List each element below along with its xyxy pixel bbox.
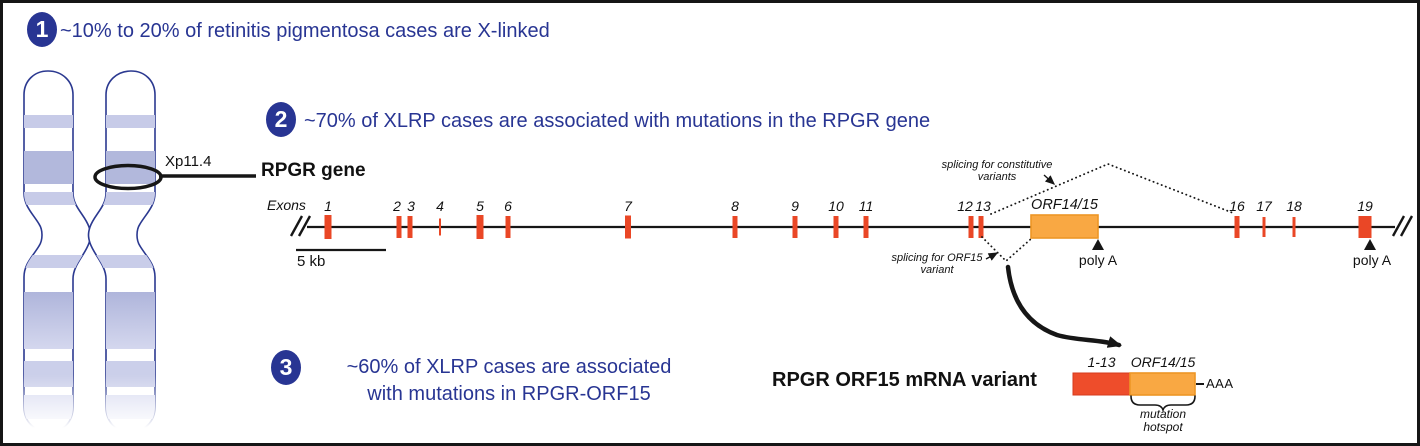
- gene-axis: 1 2 3 4 5 6 7 8 9 10 11 12 13 16 17 18 19: [289, 163, 1414, 348]
- x-chromosome-graphic: [15, 70, 256, 437]
- step-2-badge: 2: [266, 102, 296, 137]
- step-1-number: 1: [35, 16, 49, 42]
- step-2-text: ~70% of XLRP cases are associated with m…: [304, 110, 931, 132]
- exon-mark-18: [1292, 217, 1296, 237]
- exon-number-18: 18: [1286, 198, 1302, 214]
- exon-number-4: 4: [436, 198, 444, 214]
- exon-number-9: 9: [791, 198, 799, 214]
- exon-mark-5: [476, 215, 484, 239]
- exon-mark-17: [1262, 217, 1266, 237]
- exon-mark-16: [1234, 216, 1240, 238]
- exon-number-12: 12: [957, 198, 973, 214]
- mutation-hotspot-label: mutation hotspot: [1127, 408, 1199, 434]
- exon-mark-12: [968, 216, 974, 238]
- poly-a-tail-label: AAA: [1206, 376, 1234, 391]
- exon-mark-1: [324, 215, 332, 239]
- splice-constitutive-line1: splicing for constitutive: [941, 159, 1053, 171]
- exon-number-19: 19: [1357, 198, 1373, 214]
- step-3-text-line2: with mutations in RPGR-ORF15: [367, 383, 651, 405]
- orf15-variant-arrow: [1005, 264, 1122, 348]
- exon-number-6: 6: [504, 198, 512, 214]
- step-3-number: 3: [279, 354, 293, 380]
- exon-number-13: 13: [975, 198, 991, 214]
- scale-bar-label: 5 kb: [297, 253, 326, 270]
- poly-a-label-left: poly A: [1078, 252, 1118, 268]
- diagram-graphics: 1 2 3 4 5 6 7 8 9 10 11 12 13 16 17 18 19: [15, 70, 1414, 437]
- exon-number-8: 8: [731, 198, 739, 214]
- mrna-variant-graphic: [1072, 372, 1204, 413]
- exon-mark-13: [978, 216, 984, 238]
- rpgr-gene-title: RPGR gene: [261, 160, 366, 181]
- splice-constitutive-line: [990, 163, 1234, 215]
- splice-orf15-line: [981, 236, 1033, 263]
- splice-constitutive-label: splicing for constitutive variants: [933, 159, 1061, 183]
- step-3-badge: 3: [271, 350, 301, 385]
- exon-mark-2: [396, 216, 402, 238]
- exon-number-17: 17: [1256, 198, 1273, 214]
- splice-constitutive-pointer: [1043, 174, 1056, 185]
- poly-a-marker-right: [1364, 239, 1376, 250]
- chromosome-bands: [24, 115, 155, 419]
- exon-mark-6: [505, 216, 511, 238]
- step-2-number: 2: [274, 106, 288, 132]
- exon-number-3: 3: [407, 198, 415, 214]
- splice-orf15-line2: variant: [920, 264, 954, 276]
- exon-mark-9: [792, 216, 798, 238]
- chromosome-bottom-fade: [15, 375, 165, 437]
- step-1-badge: 1: [27, 12, 57, 47]
- exon-number-11: 11: [859, 198, 874, 214]
- axis-break-right: [1391, 215, 1414, 237]
- mrna-variant-title: RPGR ORF15 mRNA variant: [772, 369, 1037, 391]
- exon-number-2: 2: [392, 198, 401, 214]
- mrna-exons-label: 1-13: [1087, 354, 1116, 370]
- mrna-orf-label: ORF14/15: [1130, 354, 1196, 370]
- exon-mark-10: [833, 216, 839, 238]
- exon-mark-7: [625, 215, 631, 239]
- axis-break-left: [289, 215, 312, 237]
- poly-a-label-right: poly A: [1352, 252, 1392, 268]
- exons-axis-label: Exons: [267, 197, 306, 213]
- exon-mark-19: [1358, 216, 1372, 238]
- splice-orf15-line1: splicing for ORF15: [891, 252, 983, 264]
- exon-mark-4: [439, 218, 441, 236]
- poly-a-marker-left: [1092, 239, 1104, 250]
- exon-mark-8: [732, 216, 738, 238]
- step-1-text: ~10% to 20% of retinitis pigmentosa case…: [60, 20, 550, 42]
- exon-mark-3: [407, 216, 413, 238]
- splice-orf15-pointer: [985, 252, 999, 261]
- step-3-text-line1: ~60% of XLRP cases are associated: [346, 356, 672, 378]
- splice-orf15-label: splicing for ORF15 variant: [881, 252, 993, 276]
- exon-number-5: 5: [476, 198, 484, 214]
- mutation-hotspot-line2: hotspot: [1143, 420, 1183, 434]
- exon-number-1: 1: [324, 198, 332, 214]
- exon-layer: 1 2 3 4 5 6 7 8 9 10 11 12 13 16 17 18 19: [324, 198, 1373, 239]
- mrna-exon-1-13-box: [1072, 372, 1131, 396]
- exon-number-16: 16: [1229, 198, 1245, 214]
- mutation-hotspot-brace: [1130, 395, 1196, 413]
- step-3-text: ~60% of XLRP cases are associated with m…: [311, 354, 707, 408]
- mrna-orf14-15-box: [1129, 372, 1196, 396]
- splice-constitutive-line2: variants: [977, 171, 1017, 183]
- xp11-4-label: Xp11.4: [165, 153, 212, 170]
- exon-number-7: 7: [624, 198, 633, 214]
- orf14-15-box: [1030, 214, 1099, 239]
- orf14-15-label: ORF14/15: [1031, 197, 1098, 213]
- mutation-hotspot-line1: mutation: [1139, 407, 1187, 421]
- exon-mark-11: [863, 216, 869, 238]
- exon-number-10: 10: [828, 198, 844, 214]
